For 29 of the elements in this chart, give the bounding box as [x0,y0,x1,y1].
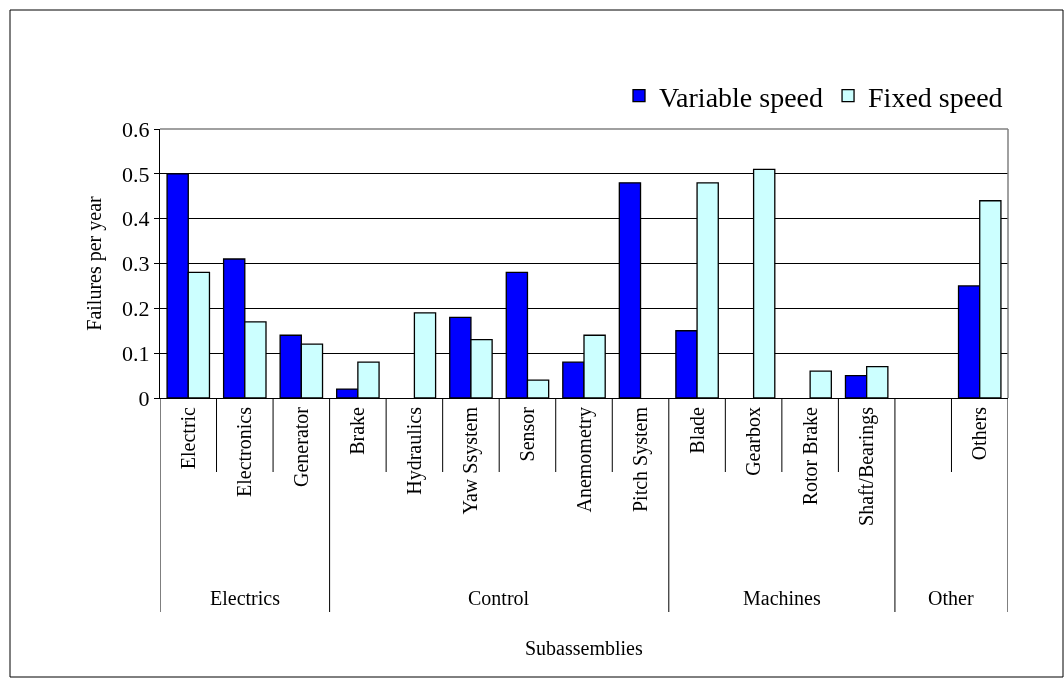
x-tick-label: Others [968,406,991,461]
text: Subassemblies [525,637,643,659]
y-tick-label: 0.6 [122,116,150,142]
y-axis-title: Failures per year [82,195,106,331]
x-tick-label: Shaft/Bearings [855,406,879,526]
text: Other [928,587,974,609]
y-tick-label: 0.1 [122,340,150,366]
x-tick-label: Hydraulics [402,406,426,495]
legend-label: Fixed speed [868,81,1003,113]
text: Control [468,587,530,609]
x-tick-label: Anemometry [572,407,596,513]
legend-label: Variable speed [659,81,824,113]
x-tick-label: Pitch System [629,406,653,513]
x-tick-label: Electric [176,406,199,470]
y-tick-label: 0.5 [122,161,150,187]
x-tick-label: Brake [346,406,369,455]
x-tick-label: Generator [289,406,312,487]
y-tick-label: 0.3 [122,251,150,277]
x-tick-label: Electronics [233,406,256,497]
text: Electrics [210,587,281,609]
x-tick-label: Rotor Brake [798,406,821,506]
x-tick-label: Gearbox [742,407,765,476]
y-tick-label: 0.4 [122,206,150,232]
x-tick-label: Sensor [515,406,538,462]
x-tick-label: Blade [685,406,708,454]
x-tick-label: Yaw Ssystem [459,406,483,515]
y-tick-label: 0.2 [122,296,150,322]
text: Machines [743,587,821,609]
y-tick-label: 0 [138,385,150,411]
